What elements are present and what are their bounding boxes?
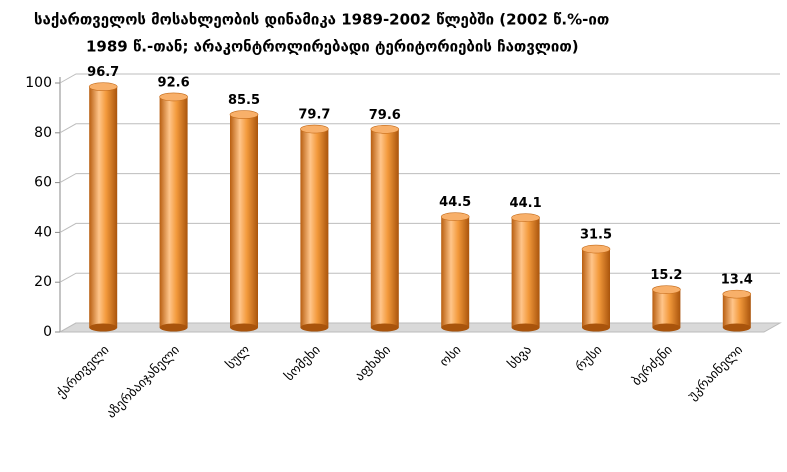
y-tick-label: 100 (25, 75, 52, 91)
grid-line (59, 222, 780, 233)
y-tick-label: 40 (34, 224, 52, 240)
bar (370, 129, 399, 328)
value-label: 31.5 (580, 228, 612, 243)
y-tick-label: 80 (34, 125, 52, 141)
x-tick-label: ოსი (437, 343, 465, 371)
x-tick-label: სხვა (505, 343, 535, 373)
value-label: 79.6 (369, 108, 401, 123)
bar-base (722, 323, 751, 332)
bar (582, 249, 610, 328)
bar-top (159, 92, 188, 102)
bar (300, 129, 329, 328)
grid-line (59, 73, 780, 84)
bar (159, 96, 188, 328)
chart-title: საქართველოს მოსახლეობის დინამიკა 1989-20… (34, 11, 609, 29)
y-tick-label: 0 (43, 324, 52, 340)
bar (89, 86, 118, 328)
x-tick-label: სომეხი (282, 343, 324, 385)
grid-line (59, 272, 780, 283)
bar-base (300, 323, 329, 332)
x-tick-label: სულ (223, 343, 253, 373)
bar-base (511, 323, 540, 332)
x-tick-label: რუსი (573, 343, 605, 375)
bar-top (722, 289, 752, 299)
value-label: 79.7 (298, 108, 330, 123)
bar-top (370, 124, 400, 134)
bar-base (230, 323, 258, 332)
x-tick-label: უკრაინელი (685, 343, 746, 404)
bar (652, 289, 681, 328)
value-label: 15.2 (650, 268, 682, 283)
value-label: 92.6 (158, 75, 190, 90)
x-tick-label: ბერძენი (629, 343, 676, 390)
bar-top (652, 285, 681, 294)
bar-base (89, 323, 118, 332)
bar-base (652, 323, 681, 332)
bar-top (511, 213, 540, 222)
bar (441, 216, 470, 328)
value-label: 13.4 (721, 273, 753, 288)
value-label: 44.5 (439, 195, 471, 210)
bar-base (370, 323, 399, 332)
bar-top (581, 244, 611, 254)
grid-line (59, 173, 780, 184)
bar-base (441, 323, 470, 332)
value-label: 96.7 (87, 65, 119, 80)
y-tick-label: 60 (34, 175, 52, 191)
bar-top (440, 212, 470, 221)
bar-base (582, 323, 610, 332)
x-tick-label: აფხაზი (352, 343, 394, 385)
value-label: 85.5 (228, 93, 260, 108)
bar (230, 114, 258, 328)
bar (511, 217, 540, 328)
grid-line (59, 123, 780, 134)
bar-top (88, 82, 118, 92)
bar-top (300, 124, 329, 134)
y-tick-label: 20 (34, 274, 52, 290)
value-label: 44.1 (510, 196, 542, 211)
x-tick-label: აზერბაიჯანელი (104, 343, 183, 422)
chart-title: 1989 წ.-თან; არაკონტროლირებადი ტერიტორიე… (86, 38, 579, 56)
bar (722, 294, 751, 328)
grid-line (59, 322, 780, 333)
bar-top (229, 110, 259, 119)
x-tick-label: ქართველი (54, 343, 113, 402)
bar-base (159, 323, 188, 332)
